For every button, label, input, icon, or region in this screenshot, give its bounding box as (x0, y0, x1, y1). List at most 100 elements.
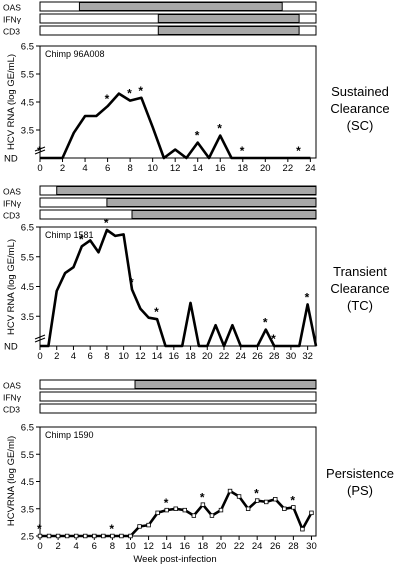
bar-label-0: OAS (3, 3, 21, 13)
series-line (40, 489, 313, 538)
x-tick-label-6: 12 (143, 541, 154, 552)
x-axis-label: Week post-infection (133, 554, 216, 565)
x-tick-label-9: 18 (185, 351, 196, 362)
chimp-label: Chimp 96A008 (45, 49, 105, 59)
data-point (73, 533, 79, 539)
outcome-line1: Persistence (326, 466, 394, 481)
x-tick-label-14: 28 (269, 351, 280, 362)
significance-asterisk: * (79, 232, 84, 246)
x-tick-label-15: 30 (286, 351, 297, 362)
x-tick-label-6: 12 (135, 351, 146, 362)
x-tick-label-7: 14 (161, 541, 172, 552)
y-tick-label-3: 6.5 (21, 42, 34, 53)
data-point (92, 533, 97, 539)
data-point (236, 494, 242, 499)
significance-asterisk: * (154, 305, 159, 319)
bar-label-2: CD3 (3, 405, 20, 415)
x-tick-label-1: 2 (60, 163, 65, 174)
data-point (64, 533, 70, 539)
data-point (46, 533, 52, 539)
data-point (264, 499, 269, 505)
x-tick-label-3: 6 (88, 351, 93, 362)
axis-break-mark (34, 149, 46, 155)
significance-asterisk: * (164, 496, 169, 510)
data-point (164, 507, 169, 513)
data-point (209, 513, 215, 518)
x-tick-label-8: 16 (169, 351, 180, 362)
response-bar-shaded-1-0 (106, 198, 317, 207)
y-tick-label-2: 4.5 (21, 477, 34, 488)
x-tick-label-13: 26 (252, 351, 263, 362)
y-tick-label-0: 3.5 (21, 312, 34, 323)
significance-asterisk: * (263, 316, 268, 330)
data-point (200, 502, 206, 507)
response-bar-1 (39, 391, 317, 402)
significance-asterisk: * (138, 84, 143, 98)
y-tick-label-1: 4.5 (21, 282, 34, 293)
series-line (40, 228, 318, 348)
significance-asterisk: * (200, 491, 205, 505)
x-tick-label-2: 4 (71, 351, 76, 362)
data-point (110, 533, 115, 539)
outcome-line2: Clearance (330, 281, 389, 296)
bar-label-2: CD3 (3, 27, 20, 37)
data-point (300, 526, 305, 532)
data-point (155, 510, 160, 516)
y-tick-label-0: 2.5 (21, 532, 34, 543)
nd-label: ND (4, 154, 18, 165)
y-tick-label-1: 4.5 (21, 98, 34, 109)
significance-asterisk: * (129, 275, 134, 289)
x-tick-label-12: 24 (235, 351, 246, 362)
x-tick-label-10: 20 (260, 163, 271, 174)
significance-asterisk: * (104, 216, 109, 230)
data-point (83, 533, 88, 539)
significance-asterisk: * (271, 332, 276, 346)
data-point (282, 506, 287, 511)
data-point (291, 505, 296, 510)
x-tick-label-5: 10 (118, 351, 129, 362)
data-point (218, 507, 224, 513)
outcome-abbrev: (TC) (347, 298, 373, 313)
series-line (40, 92, 311, 160)
data-point (245, 506, 251, 511)
x-tick-label-2: 4 (82, 163, 87, 174)
x-tick-label-12: 24 (305, 163, 316, 174)
response-bar-shaded-1-0 (157, 14, 300, 23)
significance-asterisk: * (37, 144, 42, 158)
x-tick-label-0: 0 (37, 163, 42, 174)
y-axis-label: HCVRNA (log GE/ml) (6, 436, 17, 526)
bar-label-1: IFNγ (3, 15, 22, 25)
x-tick-label-13: 26 (270, 541, 281, 552)
data-point (227, 488, 233, 494)
x-tick-label-9: 18 (237, 163, 248, 174)
bar-label-0: OAS (3, 381, 21, 391)
data-point (191, 513, 197, 518)
chimp-label: Chimp 1581 (45, 230, 94, 240)
x-tick-label-10: 20 (202, 351, 213, 362)
y-tick-label-0: 3.5 (21, 126, 34, 137)
bar-label-2: CD3 (3, 211, 20, 221)
y-tick-label-1: 3.5 (21, 504, 34, 515)
x-tick-label-4: 8 (104, 351, 109, 362)
data-point (128, 533, 133, 539)
x-tick-label-1: 2 (54, 351, 59, 362)
x-tick-label-7: 14 (152, 351, 163, 362)
response-bar-shaded-0-0 (78, 2, 283, 11)
significance-asterisk: * (109, 522, 114, 536)
response-bar-shaded-0-0 (134, 380, 317, 389)
significance-asterisk: * (296, 144, 301, 158)
bar-label-1: IFNγ (3, 199, 22, 209)
outcome-abbrev: (PS) (347, 483, 373, 498)
plot-frame (39, 45, 317, 159)
data-point (119, 533, 124, 539)
x-tick-label-0: 0 (37, 351, 42, 362)
x-tick-label-6: 12 (170, 163, 181, 174)
x-tick-label-11: 22 (219, 351, 230, 362)
x-tick-label-2: 4 (74, 541, 79, 552)
x-tick-label-7: 14 (192, 163, 203, 174)
data-point (309, 510, 314, 516)
x-tick-label-0: 0 (37, 541, 42, 552)
x-tick-label-3: 6 (105, 163, 110, 174)
